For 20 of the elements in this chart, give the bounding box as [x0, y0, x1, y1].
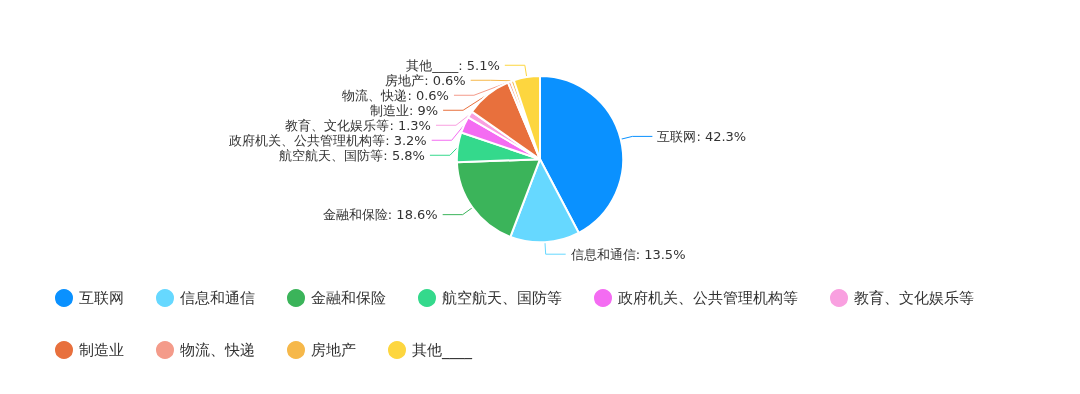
data-label: 金融和保险: 18.6%	[322, 207, 438, 223]
data-label: 航空航天、国防等: 5.8%	[279, 147, 425, 163]
data-label: 互联网: 42.3%	[657, 128, 747, 144]
legend-label: 房地产	[311, 341, 356, 359]
data-label: 制造业: 9%	[369, 102, 439, 118]
data-label: 房地产: 0.6%	[385, 72, 466, 88]
data-label: 其他____: 5.1%	[406, 57, 500, 73]
legend-label: 其他____	[412, 341, 473, 360]
legend-label: 信息和通信	[180, 289, 255, 307]
legend-label: 互联网	[79, 289, 124, 307]
data-label: 政府机关、公共管理机构等: 3.2%	[229, 132, 427, 148]
legend-label: 金融和保险	[311, 289, 386, 307]
data-label: 信息和通信: 13.5%	[570, 246, 686, 262]
data-label: 教育、文化娱乐等: 1.3%	[285, 117, 431, 133]
data-label: 物流、快递: 0.6%	[342, 87, 449, 103]
legend-label: 政府机关、公共管理机构等	[618, 289, 798, 307]
legend-label: 教育、文化娱乐等	[854, 289, 974, 307]
legend-label: 制造业	[79, 341, 124, 359]
legend-label: 物流、快递	[180, 341, 255, 359]
legend-label: 航空航天、国防等	[442, 289, 562, 307]
